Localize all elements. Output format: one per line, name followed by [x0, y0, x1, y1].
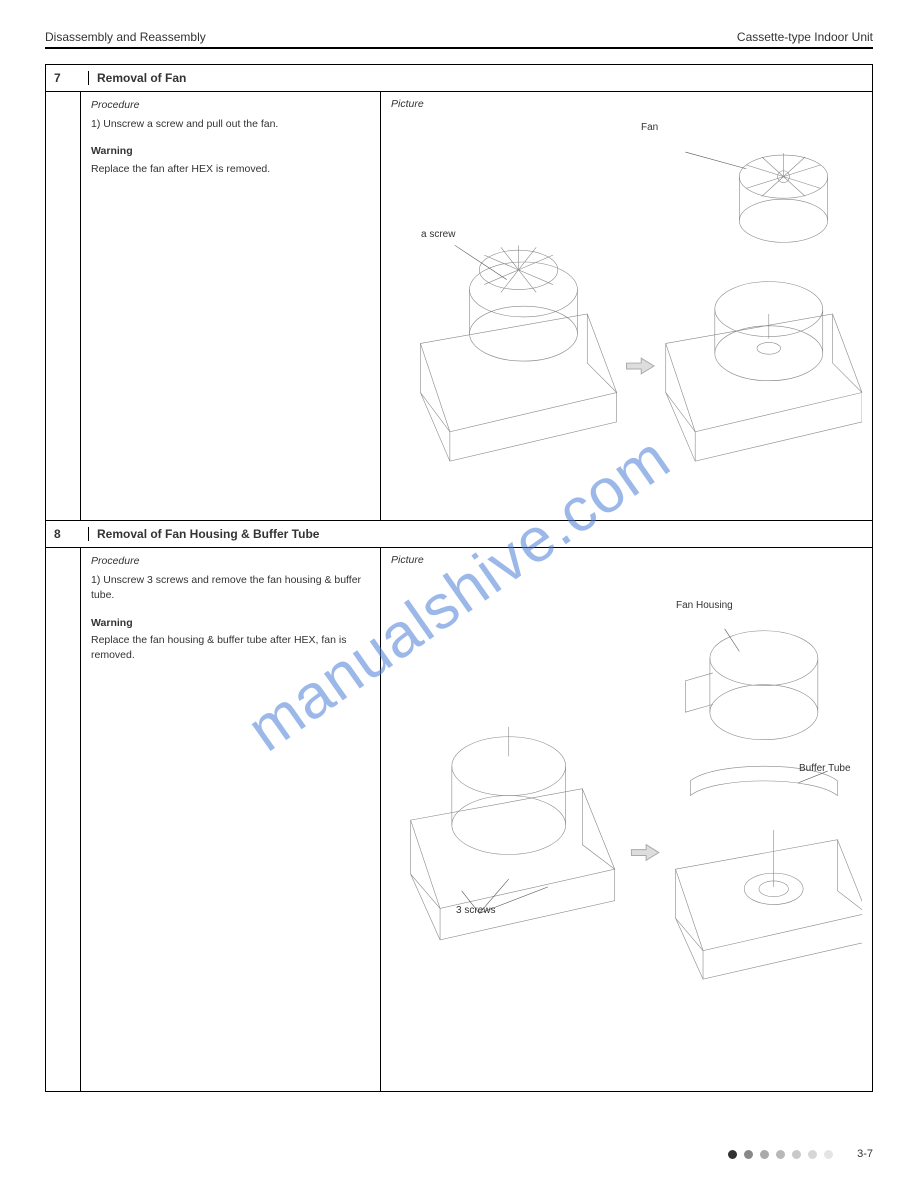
step-left-gutter [46, 92, 81, 520]
step-title-cell: 7 Removal of Fan [46, 65, 872, 92]
illustration-area: Fan Housing Buffer Tube 3 screws [391, 570, 862, 1085]
callout-screws: 3 screws [456, 905, 495, 916]
step7-illustration [391, 114, 862, 514]
dot-icon [824, 1150, 833, 1159]
picture-label: Picture [391, 98, 862, 110]
step-name: Removal of Fan Housing & Buffer Tube [97, 527, 319, 541]
dot-icon [760, 1150, 769, 1159]
step-number: 8 [54, 527, 89, 541]
dot-icon [792, 1150, 801, 1159]
procedure-label: Procedure [91, 98, 370, 113]
picture-label: Picture [391, 554, 862, 566]
footer-dots [728, 1150, 833, 1159]
instruction-text: 1) Unscrew a screw and pull out the fan. [91, 117, 370, 132]
step-name: Removal of Fan [97, 71, 186, 85]
header-title: Disassembly and Reassembly [45, 30, 206, 44]
callout-fan: Fan [641, 122, 658, 133]
illustration-area: a screw Fan [391, 114, 862, 514]
warning-text: Replace the fan housing & buffer tube af… [91, 633, 370, 663]
disassembly-table: 7 Removal of Fan Procedure 1) Unscrew a … [45, 64, 873, 1092]
header-brand: Cassette-type Indoor Unit [737, 30, 873, 44]
step-left-gutter [46, 548, 81, 1091]
dot-icon [728, 1150, 737, 1159]
procedure-column: Procedure 1) Unscrew 3 screws and remove… [81, 548, 381, 1091]
step-title-cell: 8 Removal of Fan Housing & Buffer Tube [46, 521, 872, 548]
warning-text: Replace the fan after HEX is removed. [91, 162, 370, 177]
instruction-text: 1) Unscrew 3 screws and remove the fan h… [91, 573, 370, 603]
step-content: Procedure 1) Unscrew 3 screws and remove… [46, 548, 872, 1091]
callout-tube: Buffer Tube [799, 763, 851, 774]
dot-icon [744, 1150, 753, 1159]
page-number: 3-7 [857, 1148, 873, 1160]
step-row: 7 Removal of Fan Procedure 1) Unscrew a … [46, 65, 872, 521]
page-header: Disassembly and Reassembly Cassette-type… [45, 30, 873, 49]
picture-column: Picture Fan Housing Buffer Tube 3 screws [381, 548, 872, 1091]
dot-icon [776, 1150, 785, 1159]
warning-label: Warning [91, 616, 370, 631]
page-footer: 3-7 [45, 1148, 873, 1160]
warning-label: Warning [91, 144, 370, 159]
step-content: Procedure 1) Unscrew a screw and pull ou… [46, 92, 872, 520]
dot-icon [808, 1150, 817, 1159]
procedure-label: Procedure [91, 554, 370, 569]
picture-column: Picture a screw Fan [381, 92, 872, 520]
callout-housing: Fan Housing [676, 600, 733, 611]
step-row: 8 Removal of Fan Housing & Buffer Tube P… [46, 521, 872, 1091]
step-number: 7 [54, 71, 89, 85]
procedure-column: Procedure 1) Unscrew a screw and pull ou… [81, 92, 381, 520]
callout-screw: a screw [421, 229, 455, 240]
step8-illustration [391, 570, 862, 1085]
